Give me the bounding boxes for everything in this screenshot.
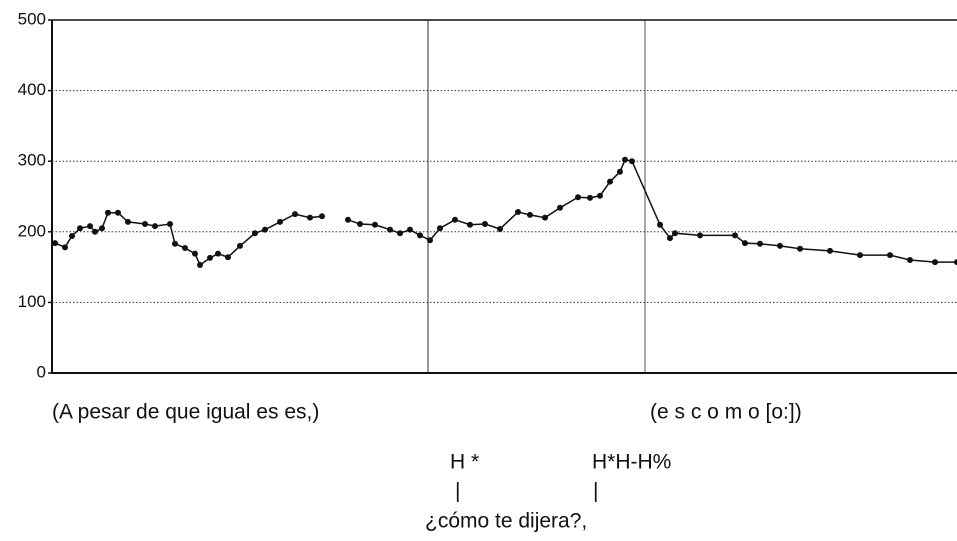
pitch-point xyxy=(292,211,298,218)
pitch-point xyxy=(417,232,423,239)
pitch-point xyxy=(437,225,443,232)
pitch-point xyxy=(587,194,593,201)
pitch-point xyxy=(262,226,268,233)
pitch-point xyxy=(215,250,221,257)
pitch-point xyxy=(467,221,473,228)
pitch-point xyxy=(92,228,98,235)
phrase-left: (A pesar de que igual es es,) xyxy=(52,401,319,424)
pitch-point xyxy=(167,221,173,228)
pitch-point xyxy=(277,218,283,225)
pitch-point xyxy=(99,225,105,232)
pitch-point xyxy=(152,223,158,230)
pitch-point xyxy=(857,252,863,259)
pitch-point xyxy=(345,216,351,223)
pitch-point xyxy=(557,204,563,211)
pitch-point xyxy=(192,250,198,257)
pitch-point xyxy=(387,226,393,233)
pitch-point xyxy=(142,221,148,228)
pitch-point xyxy=(237,242,243,249)
pitch-point xyxy=(77,225,83,232)
y-tick-label: 100 xyxy=(18,292,46,311)
pitch-point xyxy=(629,158,635,165)
y-tick-label: 300 xyxy=(18,151,46,170)
pitch-point xyxy=(482,221,488,228)
pitch-point xyxy=(597,192,603,199)
pitch-point xyxy=(87,223,93,230)
pitch-point xyxy=(497,225,503,232)
pitch-point xyxy=(777,242,783,249)
pitch-point xyxy=(407,226,413,233)
pitch-point xyxy=(732,232,738,239)
pitch-point xyxy=(372,221,378,228)
pitch-point xyxy=(617,168,623,175)
y-tick-label: 0 xyxy=(37,362,46,381)
pitch-point xyxy=(52,240,58,247)
pitch-point xyxy=(307,214,313,221)
pitch-point xyxy=(252,230,258,237)
pitch-point xyxy=(907,257,913,264)
pitch-point xyxy=(607,178,613,185)
pitch-point xyxy=(225,254,231,261)
pitch-point xyxy=(887,252,893,259)
pitch-point xyxy=(69,233,75,240)
pitch-point xyxy=(657,221,663,228)
pitch-point xyxy=(742,240,748,247)
pitch-point xyxy=(452,216,458,223)
pitch-point xyxy=(105,209,111,216)
pitch-point xyxy=(622,156,628,163)
tone-label: H * xyxy=(450,451,479,474)
pitch-point xyxy=(797,245,803,252)
pitch-point xyxy=(125,218,131,225)
pitch-point xyxy=(542,214,548,221)
y-tick-label: 200 xyxy=(18,221,46,240)
pitch-point xyxy=(357,221,363,228)
pitch-point xyxy=(319,213,325,220)
pitch-point xyxy=(667,235,673,242)
y-tick-label: 400 xyxy=(18,80,46,99)
tone-tick: | xyxy=(455,480,460,503)
y-tick-label: 500 xyxy=(18,9,46,28)
pitch-point xyxy=(115,209,121,216)
pitch-point xyxy=(954,259,957,266)
pitch-point xyxy=(172,240,178,247)
pitch-point xyxy=(427,237,433,244)
pitch-point xyxy=(575,194,581,201)
pitch-point xyxy=(62,244,68,251)
pitch-point xyxy=(207,254,213,261)
phrase-center: ¿cómo te dijera?, xyxy=(425,510,587,533)
pitch-point xyxy=(827,247,833,254)
pitch-point xyxy=(527,211,533,218)
phrase-right: (e s c o m o [o:]) xyxy=(650,401,802,424)
pitch-point xyxy=(182,245,188,252)
pitch-point xyxy=(757,240,763,247)
tone-label: H*H-H% xyxy=(592,451,671,474)
pitch-contour xyxy=(347,158,957,263)
pitch-point xyxy=(197,261,203,268)
pitch-point xyxy=(932,259,938,266)
pitch-point xyxy=(397,230,403,237)
pitch-point xyxy=(515,209,521,216)
pitch-point xyxy=(697,232,703,239)
tone-tick: | xyxy=(593,480,598,503)
pitch-point xyxy=(672,230,678,237)
